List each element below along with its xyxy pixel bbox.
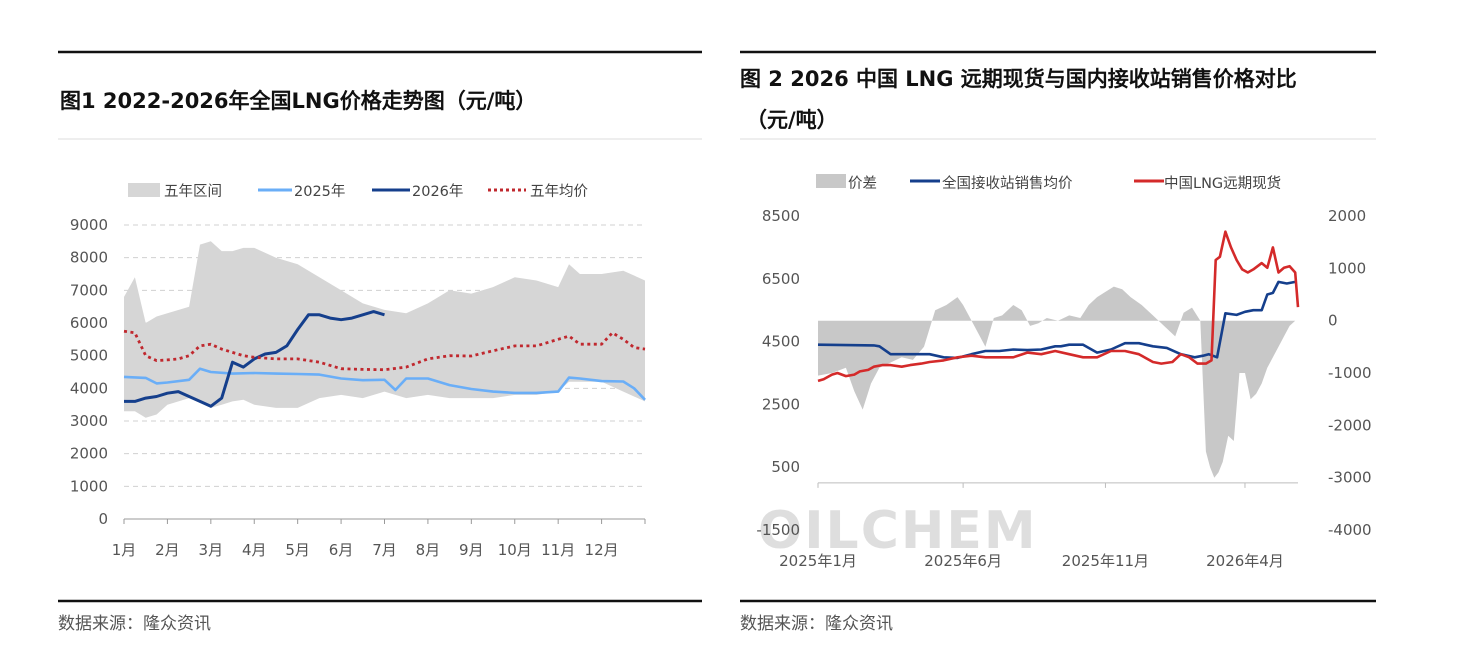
right-chart-right-tick-label: -2000	[1328, 416, 1372, 434]
price-spread-area	[818, 286, 1296, 478]
left-source: 数据来源：隆众资讯	[58, 614, 211, 634]
legend-avg-label: 五年均价	[530, 183, 588, 200]
lng-spot-vs-terminal-chart: 图 2 2026 中国 LNG 远期现货与国内接收站销售价格对比 （元/吨） 价…	[740, 50, 1376, 634]
left-x-tick-label: 3月	[199, 541, 224, 559]
left-x-tick-label: 9月	[459, 541, 484, 559]
five-year-range-band	[124, 241, 645, 418]
right-x-tick-label: 2026年4月	[1206, 552, 1284, 570]
right-series-lines	[817, 230, 1300, 383]
left-legend: 五年区间 2025年 2026年 五年均价	[128, 183, 588, 200]
legend-station-label: 全国接收站销售均价	[942, 174, 1073, 192]
right-chart-left-tick-label: -1500	[756, 521, 800, 539]
legend-band-label: 五年区间	[164, 183, 222, 200]
right-chart-right-tick-label: -4000	[1328, 521, 1372, 539]
left-y-tick-label: 9000	[70, 216, 108, 234]
right-chart-left-tick-label: 6500	[762, 270, 800, 288]
left-y-tick-label: 6000	[70, 314, 108, 332]
left-x-tick-label: 11月	[541, 541, 575, 559]
legend-2026-label: 2026年	[412, 183, 463, 200]
left-y-tick-label: 8000	[70, 249, 108, 267]
legend-2025-label: 2025年	[294, 183, 345, 200]
left-x-tick-label: 8月	[416, 541, 441, 559]
left-y-tick-label: 1000	[70, 477, 108, 495]
left-x-tick-label: 4月	[242, 541, 267, 559]
right-x-tick-label: 2025年1月	[779, 552, 857, 570]
right-legend: 价差 全国接收站销售均价 中国LNG远期现货	[816, 174, 1281, 192]
left-x-tick-label: 1月	[112, 541, 137, 559]
lng-price-trend-chart: 图1 2022-2026年全国LNG价格走势图（元/吨） 五年区间 2025年 …	[58, 50, 702, 634]
right-x-tick-label: 2025年11月	[1062, 552, 1149, 570]
left-y-tick-label: 3000	[70, 412, 108, 430]
right-chart-right-tick-label: 2000	[1328, 207, 1366, 225]
right-chart-right-tick-label: 0	[1328, 312, 1338, 330]
right-chart-title-line2: （元/吨）	[746, 108, 838, 132]
left-y-tick-label: 5000	[70, 347, 108, 365]
left-y-tick-label: 0	[98, 510, 108, 528]
left-y-tick-label: 2000	[70, 445, 108, 463]
right-chart-right-tick-label: -1000	[1328, 364, 1372, 382]
right-chart-right-tick-label: -3000	[1328, 469, 1372, 487]
right-source: 数据来源：隆众资讯	[740, 614, 893, 634]
five-year-range-area	[124, 241, 645, 418]
left-series-lines	[123, 310, 646, 408]
left-x-tick-label: 5月	[285, 541, 310, 559]
series-2025-line	[123, 367, 646, 401]
left-x-tick-label: 10月	[498, 541, 532, 559]
left-x-tick-label: 6月	[329, 541, 354, 559]
right-chart-left-tick-label: 500	[771, 458, 800, 476]
right-chart-right-tick-label: 1000	[1328, 259, 1366, 277]
left-chart-title: 图1 2022-2026年全国LNG价格走势图（元/吨）	[60, 89, 536, 113]
right-axes: -1500 500 2500 4500 6500 8500 -4000 -3000 -2000 -…	[756, 207, 1371, 570]
series-2026-line	[124, 310, 385, 408]
right-chart-left-tick-label: 8500	[762, 207, 800, 225]
lng-forward-spot-line	[817, 230, 1300, 383]
terminal-average-price-line	[817, 280, 1296, 360]
left-x-tick-label: 2月	[155, 541, 180, 559]
left-y-tick-label: 4000	[70, 379, 108, 397]
left-axes: 0 1000 2000 3000 4000 5000 6000 7000 8000 9000 1月 2…	[70, 216, 646, 559]
legend-spread-label: 价差	[848, 175, 877, 192]
right-chart-title-line1: 图 2 2026 中国 LNG 远期现货与国内接收站销售价格对比	[740, 67, 1297, 91]
right-chart-left-tick-label: 2500	[762, 395, 800, 413]
legend-spread-swatch	[816, 174, 846, 188]
left-y-tick-label: 7000	[70, 281, 108, 299]
legend-lng-label: 中国LNG远期现货	[1164, 175, 1281, 192]
right-chart-left-tick-label: 4500	[762, 333, 800, 351]
spread-area	[818, 286, 1296, 478]
oilchem-watermark: OILCHEM	[758, 501, 1038, 561]
legend-band-swatch	[128, 183, 160, 197]
left-x-tick-label: 7月	[372, 541, 397, 559]
right-x-tick-label: 2025年6月	[924, 552, 1002, 570]
left-x-tick-label: 12月	[585, 541, 619, 559]
